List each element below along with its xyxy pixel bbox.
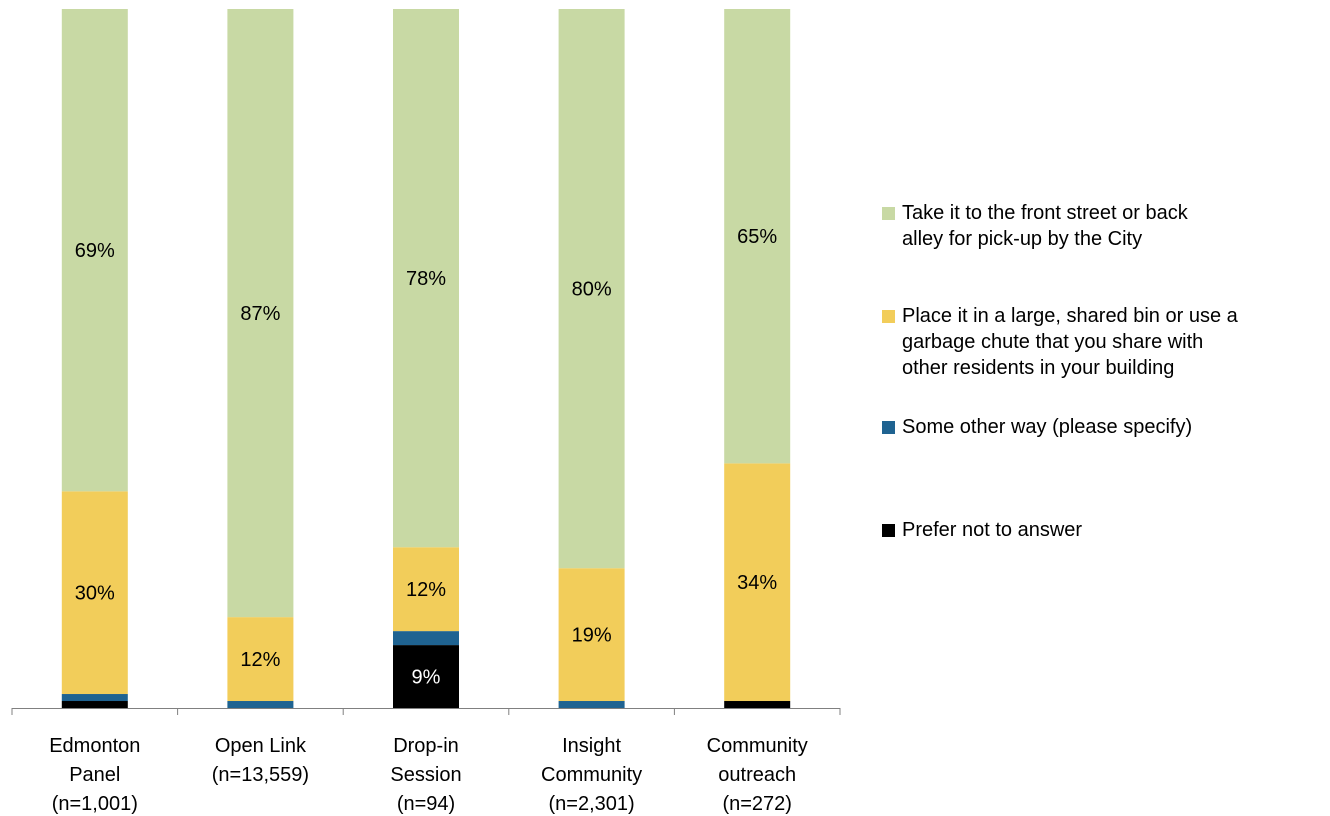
category-label-0-1: Panel bbox=[69, 764, 120, 786]
bar-segment-0-2 bbox=[393, 645, 459, 708]
category-label-1-1: (n=13,559) bbox=[212, 764, 309, 786]
category-label-2-0: Drop-in bbox=[393, 735, 459, 757]
category-label-2-2: (n=94) bbox=[397, 793, 455, 815]
legend-text-1-0: Place it in a large, shared bin or use a bbox=[902, 305, 1239, 327]
legend-text-0-1: alley for pick-up by the City bbox=[902, 228, 1142, 250]
bar-segment-2-3 bbox=[558, 568, 625, 702]
legend-text-1-1: garbage chute that you share with bbox=[902, 331, 1203, 353]
category-label-4-2: (n=272) bbox=[722, 793, 792, 815]
data-label-2-3: 19% bbox=[572, 625, 612, 647]
data-label-2-2: 12% bbox=[406, 579, 446, 601]
data-label-3-1: 87% bbox=[240, 303, 280, 325]
category-label-1-0: Open Link bbox=[215, 735, 307, 757]
category-label-3-2: (n=2,301) bbox=[549, 793, 635, 815]
bar-segment-2-4 bbox=[724, 463, 791, 702]
category-label-4-1: outreach bbox=[718, 764, 796, 786]
data-label-3-2: 78% bbox=[406, 268, 446, 290]
bar-segment-2-2 bbox=[393, 547, 459, 632]
bar-segment-1-0 bbox=[61, 694, 128, 702]
bar-segment-3-2 bbox=[393, 9, 459, 548]
bar-segment-1-1 bbox=[227, 701, 294, 708]
legend-swatch-0 bbox=[882, 207, 895, 220]
data-label-2-4: 34% bbox=[737, 572, 777, 594]
bar-segment-3-1 bbox=[227, 9, 294, 618]
legend-text-2-0: Some other way (please specify) bbox=[902, 416, 1192, 438]
category-label-2-1: Session bbox=[390, 764, 461, 786]
category-label-0-2: (n=1,001) bbox=[52, 793, 138, 815]
data-label-2-0: 30% bbox=[75, 583, 115, 605]
bar-segment-0-0 bbox=[61, 701, 128, 708]
legend-swatch-1 bbox=[882, 310, 895, 323]
legend-text-0-0: Take it to the front street or back bbox=[902, 202, 1189, 224]
legend-text-3-0: Prefer not to answer bbox=[902, 519, 1082, 541]
data-label-2-1: 12% bbox=[240, 649, 280, 671]
bar-segment-2-0 bbox=[61, 491, 128, 695]
data-label-3-0: 69% bbox=[75, 240, 115, 262]
bar-segment-2-1 bbox=[227, 617, 294, 702]
bar-segment-1-2 bbox=[393, 631, 459, 646]
data-label-3-3: 80% bbox=[572, 279, 612, 301]
legend-text-1-2: other residents in your building bbox=[902, 357, 1174, 379]
bar-segment-3-3 bbox=[558, 9, 625, 569]
category-label-3-1: Community bbox=[541, 764, 642, 786]
legend-swatch-2 bbox=[882, 421, 895, 434]
bar-segment-1-3 bbox=[558, 701, 625, 708]
data-label-0-2: 9% bbox=[412, 667, 441, 689]
category-label-0-0: Edmonton bbox=[49, 735, 140, 757]
bar-segment-3-0 bbox=[61, 9, 128, 492]
bar-segment-3-4 bbox=[724, 9, 791, 464]
data-label-3-4: 65% bbox=[737, 226, 777, 248]
category-label-4-0: Community bbox=[707, 735, 808, 757]
bar-segment-0-4 bbox=[724, 701, 791, 708]
category-label-3-0: Insight bbox=[562, 735, 621, 757]
legend-swatch-3 bbox=[882, 524, 895, 537]
